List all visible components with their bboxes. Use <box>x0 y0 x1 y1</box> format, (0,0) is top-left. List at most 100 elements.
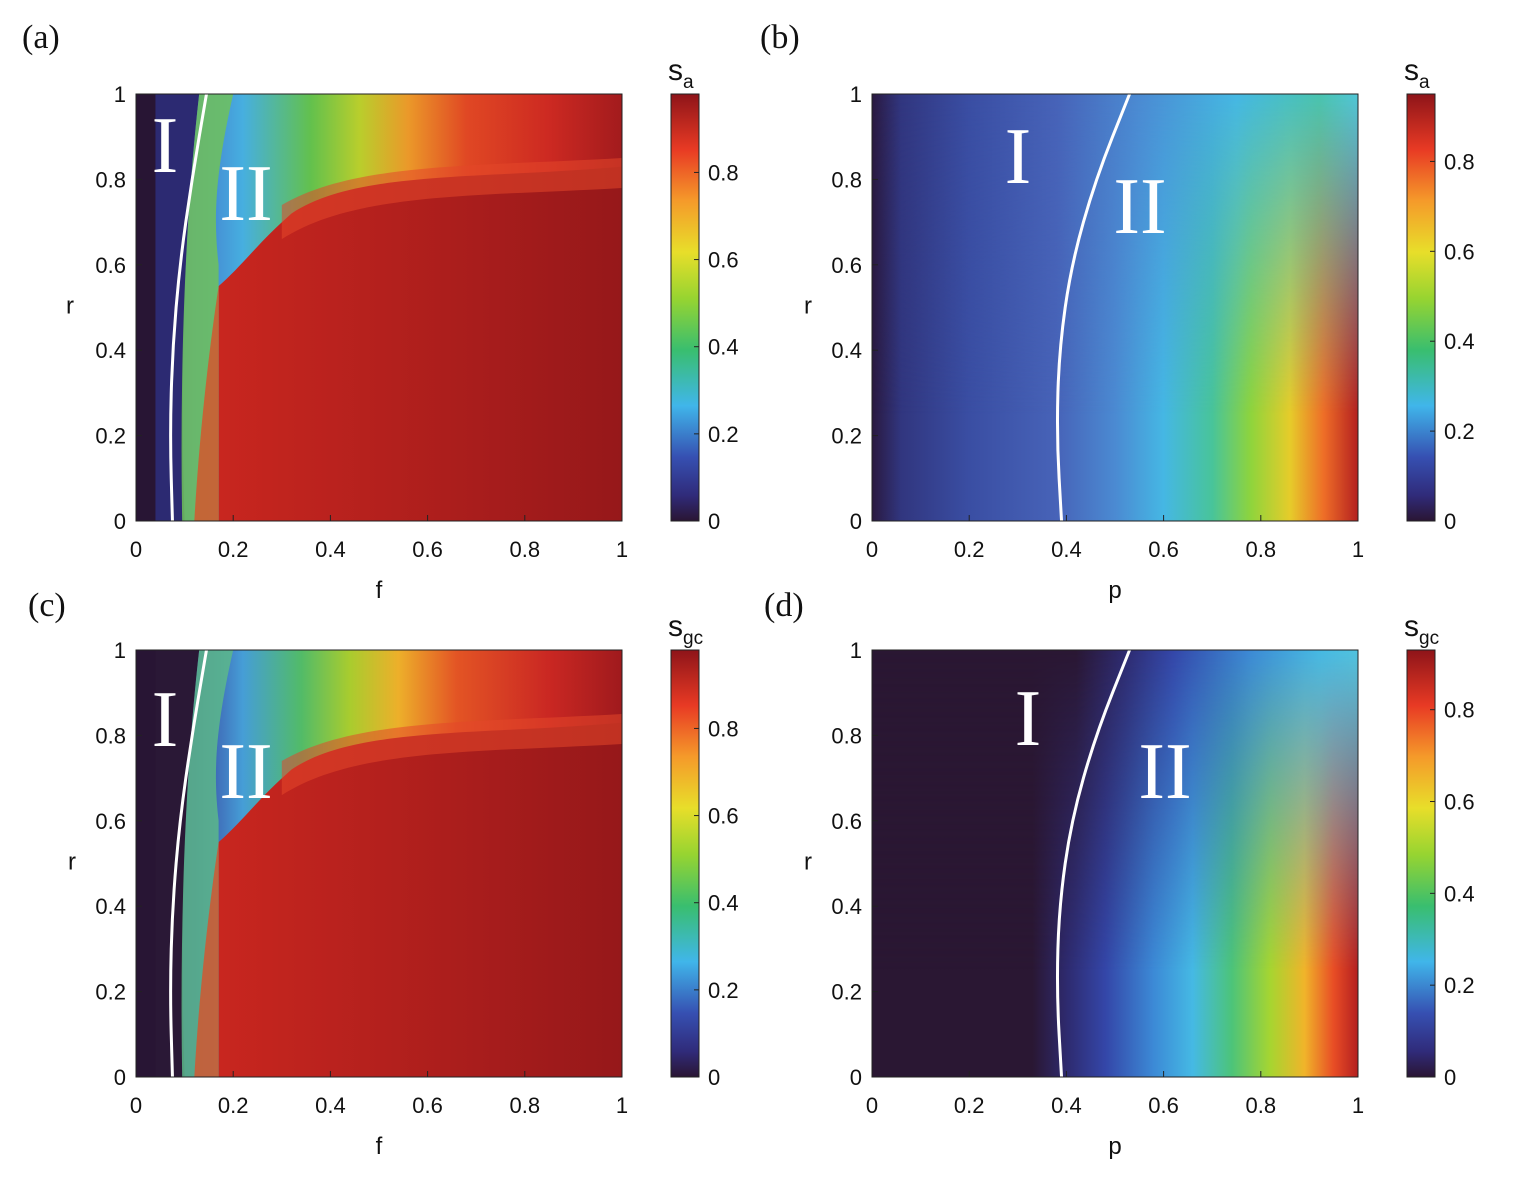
phase-boundary-curve <box>169 649 208 1078</box>
colorbar-tick-label: 0.6 <box>708 804 739 829</box>
y-tick-label: 0.4 <box>95 338 126 363</box>
colorbar-tick-label: 0 <box>1444 1065 1456 1090</box>
colorbar: 0 0.2 0.4 0.6 0.8 sa <box>668 54 739 534</box>
colorbar-title: sa <box>1404 54 1430 93</box>
phase-boundary-curve <box>1055 93 1131 522</box>
phase-boundary-curve <box>169 93 208 522</box>
y-tick-label: 0.4 <box>95 894 126 919</box>
colorbar-gradient <box>1406 93 1436 522</box>
x-tick-label: 0 <box>130 537 142 562</box>
colorbar-title: sgc <box>1404 610 1439 649</box>
panel-label: (c) <box>28 587 66 624</box>
y-tick-label: 0.4 <box>831 338 862 363</box>
y-tick-label: 0.4 <box>831 894 862 919</box>
x-tick-label: 0.8 <box>1246 1093 1277 1118</box>
x-tick-label: 1 <box>616 537 628 562</box>
x-tick-label: 0.8 <box>1246 537 1277 562</box>
y-tick-label: 1 <box>114 82 126 107</box>
y-tick-label: 0 <box>850 1065 862 1090</box>
y-tick-label: 0.8 <box>831 167 862 192</box>
heatmap-surface <box>872 94 1358 521</box>
colorbar-tick-label: 0 <box>1444 509 1456 534</box>
colorbar-tick-label: 0.4 <box>1444 881 1475 906</box>
y-tick-label: 1 <box>850 82 862 107</box>
y-tick-label: 0.8 <box>95 167 126 192</box>
x-tick-label: 0 <box>130 1093 142 1118</box>
axes-frame <box>871 93 1359 522</box>
x-tick-label: 0.4 <box>1051 537 1082 562</box>
axes-frame <box>871 649 1359 1078</box>
colorbar: 0 0.2 0.4 0.6 0.8 sgc <box>668 610 739 1090</box>
x-tick-label: 1 <box>1352 1093 1364 1118</box>
y-tick-label: 0 <box>114 1065 126 1090</box>
y-tick-label: 0.6 <box>831 809 862 834</box>
y-tick-label: 0.6 <box>831 253 862 278</box>
x-tick-label: 0.6 <box>412 1093 443 1118</box>
colorbar-tick-label: 0.2 <box>708 978 739 1003</box>
x-tick-label: 0.6 <box>412 537 443 562</box>
region-label-2: II <box>1138 728 1191 816</box>
x-tick-label: 0.2 <box>218 1093 249 1118</box>
y-tick-label: 0 <box>850 509 862 534</box>
region-label-1: I <box>152 102 179 190</box>
y-tick-label: 0 <box>114 509 126 534</box>
colorbar-tick-label: 0.2 <box>1444 419 1475 444</box>
colorbar-gradient <box>670 93 700 522</box>
x-tick-label: 0.6 <box>1148 1093 1179 1118</box>
colorbar-title-subscript: gc <box>1419 628 1439 649</box>
heatmap-panel-a: III <box>136 93 622 522</box>
x-axis-label: p <box>1108 577 1121 604</box>
y-tick-label: 0.2 <box>831 980 862 1005</box>
heatmap-panel-b: III <box>872 93 1358 522</box>
x-tick-label: 0.8 <box>510 1093 541 1118</box>
region-label-1: I <box>1005 113 1032 201</box>
x-tick-label: 0.2 <box>954 1093 985 1118</box>
heatmap-panel-c: III <box>136 649 622 1078</box>
x-tick-label: 0.6 <box>1148 537 1179 562</box>
colorbar-tick-label: 0.8 <box>708 716 739 741</box>
y-tick-label: 1 <box>114 638 126 663</box>
y-tick-label: 0.8 <box>95 723 126 748</box>
panel-label: (b) <box>760 19 800 56</box>
x-axis-label: f <box>376 1133 383 1160</box>
x-tick-label: 0 <box>866 537 878 562</box>
colorbar-title: sgc <box>668 610 703 649</box>
colorbar-tick-label: 0.4 <box>708 891 739 916</box>
x-tick-label: 0.2 <box>954 537 985 562</box>
colorbar-tick-label: 0.4 <box>1444 329 1475 354</box>
colorbar-gradient <box>1406 649 1436 1078</box>
region-label-2: II <box>219 728 272 816</box>
x-tick-label: 0.2 <box>218 537 249 562</box>
x-tick-label: 1 <box>1352 537 1364 562</box>
colorbar-tick-label: 0.6 <box>708 248 739 273</box>
y-axis-label: r <box>66 293 74 320</box>
y-tick-label: 0.8 <box>831 723 862 748</box>
y-tick-label: 0.2 <box>831 424 862 449</box>
region-label-1: I <box>152 676 179 764</box>
x-tick-label: 0.4 <box>315 537 346 562</box>
x-tick-label: 0.8 <box>510 537 541 562</box>
panel-label: (a) <box>22 19 60 56</box>
colorbar-title-subscript: a <box>683 72 694 93</box>
colorbar-tick-label: 0 <box>708 1065 720 1090</box>
x-tick-label: 0.4 <box>1051 1093 1082 1118</box>
phase-boundary-curve <box>1055 649 1131 1078</box>
colorbar: 0 0.2 0.4 0.6 0.8 sgc <box>1404 610 1475 1090</box>
colorbar-tick-label: 0.6 <box>1444 790 1475 815</box>
heatmap-surface <box>136 94 622 521</box>
colorbar-tick-label: 0.8 <box>708 160 739 185</box>
colorbar-tick-label: 0.4 <box>708 335 739 360</box>
axes-frame <box>135 649 623 1078</box>
y-axis-label: r <box>804 849 812 876</box>
y-axis-label: r <box>804 293 812 320</box>
colorbar-title-main: s <box>668 54 683 87</box>
y-tick-label: 0.6 <box>95 253 126 278</box>
axes-frame <box>135 93 623 522</box>
x-tick-label: 0.4 <box>315 1093 346 1118</box>
colorbar-gradient <box>670 649 700 1078</box>
colorbar-title-subscript: gc <box>683 628 703 649</box>
colorbar: 0 0.2 0.4 0.6 0.8 sa <box>1404 54 1475 534</box>
region-label-2: II <box>219 150 272 238</box>
region-label-1: I <box>1015 675 1042 763</box>
